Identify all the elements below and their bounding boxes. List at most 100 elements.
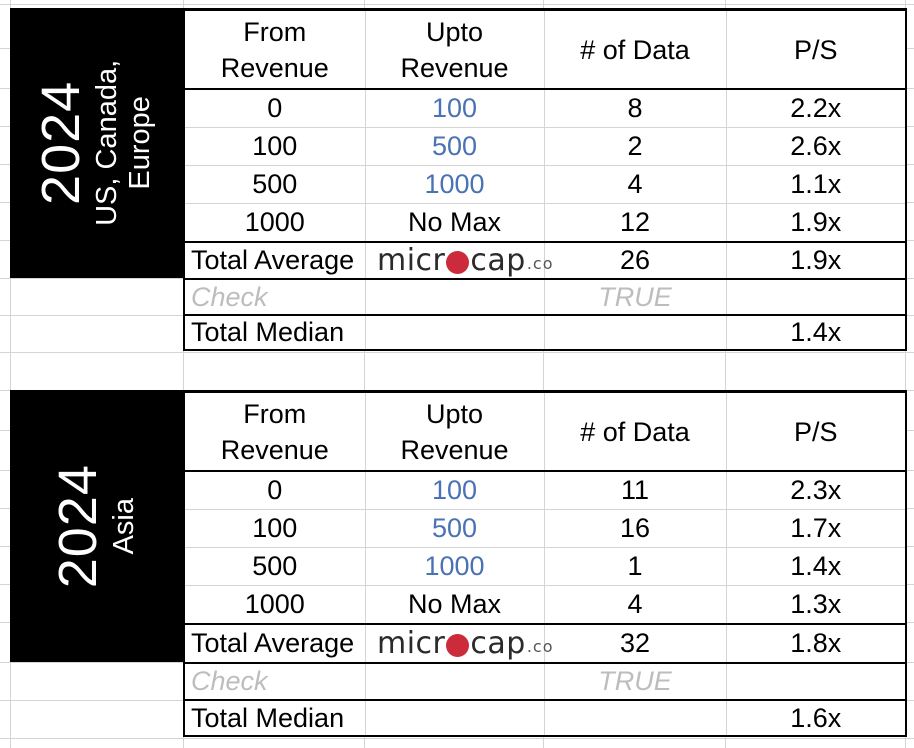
total-median-ps: 1.6x — [725, 700, 906, 736]
col-header-from-revenue: From Revenue — [184, 391, 365, 472]
cell-count: 1 — [543, 547, 726, 586]
total-median-row: Total Median 1.4x — [184, 315, 906, 350]
col-header-ps: P/S — [725, 9, 906, 90]
cell-empty — [725, 663, 906, 701]
section-header-us-canada-europe: 2024 US, Canada, Europe — [10, 8, 183, 278]
total-average-count: 32 — [543, 624, 726, 664]
table-row: 500 1000 4 1.1x — [184, 165, 906, 204]
cell-from: 100 — [184, 127, 365, 166]
cell-count: 8 — [543, 89, 726, 128]
cell-count: 4 — [543, 165, 726, 204]
cell-empty — [364, 242, 544, 280]
cell-upto-link[interactable]: 500 — [364, 127, 544, 166]
check-label: Check — [184, 663, 365, 701]
microcap-logo: micr cap .co — [377, 240, 553, 280]
cell-count: 2 — [543, 127, 726, 166]
total-median-label: Total Median — [191, 702, 345, 733]
col-header-num-data: # of Data — [543, 391, 726, 472]
ps-table: From Revenue Upto Revenue # of Data P/S … — [183, 390, 907, 737]
section-header-asia: 2024 Asia — [10, 390, 183, 662]
logo-text-prefix: micr — [377, 242, 446, 278]
rotated-label: 2024 Asia — [48, 463, 141, 589]
table-asia: From Revenue Upto Revenue # of Data P/S … — [183, 390, 907, 737]
cell-upto-link[interactable]: 1000 — [364, 547, 544, 586]
cell-empty — [364, 700, 544, 736]
table-row: 0 100 8 2.2x — [184, 89, 906, 128]
cell-upto-link[interactable]: 100 — [364, 89, 544, 128]
table-header-row: From Revenue Upto Revenue # of Data P/S — [184, 391, 906, 472]
table-row: 1000 No Max 12 1.9x — [184, 203, 906, 243]
region-label: Asia — [108, 497, 141, 555]
cell-empty — [364, 279, 544, 316]
cell-empty — [543, 700, 726, 736]
cell-ps: 1.9x — [725, 203, 906, 243]
col-header-upto-revenue: Upto Revenue — [364, 391, 544, 472]
cell-count: 16 — [543, 509, 726, 548]
table-row: 0 100 11 2.3x — [184, 471, 906, 510]
ps-table: From Revenue Upto Revenue # of Data P/S … — [183, 8, 907, 351]
check-value: TRUE — [543, 663, 726, 701]
col-header-ps: P/S — [725, 391, 906, 472]
year-label: 2024 — [31, 80, 92, 206]
region-label: US, Canada, Europe — [91, 59, 158, 227]
cell-upto-link[interactable]: 1000 — [364, 165, 544, 204]
cell-count: 12 — [543, 203, 726, 243]
table-row: 500 1000 1 1.4x — [184, 547, 906, 586]
cell-from: 100 — [184, 509, 365, 548]
col-header-from-revenue: From Revenue — [184, 9, 365, 90]
cell-from: 1000 — [184, 585, 365, 625]
total-average-row: Total Average 26 1.9x — [184, 242, 906, 280]
table-us-canada-europe: From Revenue Upto Revenue # of Data P/S … — [183, 8, 907, 351]
cell-ps: 2.3x — [725, 471, 906, 510]
table-row: 100 500 16 1.7x — [184, 509, 906, 548]
cell-upto-link[interactable]: 100 — [364, 471, 544, 510]
table-header-row: From Revenue Upto Revenue # of Data P/S — [184, 9, 906, 90]
logo-text-rest: cap — [470, 242, 526, 278]
cell-upto-link[interactable]: 500 — [364, 509, 544, 548]
check-value: TRUE — [543, 279, 726, 316]
table-row: 100 500 2 2.6x — [184, 127, 906, 166]
col-header-upto-revenue: Upto Revenue — [364, 9, 544, 90]
cell-count: 11 — [543, 471, 726, 510]
cell-from: 500 — [184, 165, 365, 204]
cell-from: 0 — [184, 89, 365, 128]
total-average-count: 26 — [543, 242, 726, 280]
cell-ps: 1.7x — [725, 509, 906, 548]
rotated-label: 2024 US, Canada, Europe — [31, 59, 159, 227]
logo-text-rest: cap — [470, 625, 526, 661]
total-average-ps: 1.9x — [725, 242, 906, 280]
cell-empty — [364, 315, 544, 350]
total-median-ps: 1.4x — [725, 315, 906, 350]
logo-domain: .co — [526, 636, 554, 656]
year-label: 2024 — [48, 463, 109, 589]
total-average-row: Total Average 32 1.8x — [184, 624, 906, 664]
logo-red-dot-icon — [446, 250, 470, 274]
total-average-ps: 1.8x — [725, 624, 906, 664]
cell-empty — [543, 315, 726, 350]
cell-empty — [364, 663, 544, 701]
total-average-label: Total Average — [184, 624, 365, 664]
col-header-num-data: # of Data — [543, 9, 726, 90]
cell-count: 4 — [543, 585, 726, 625]
check-row: Check TRUE — [184, 663, 906, 701]
total-average-label: Total Average — [184, 242, 365, 280]
logo-domain: .co — [526, 253, 554, 273]
cell-upto: No Max — [364, 203, 544, 243]
cell-ps: 1.3x — [725, 585, 906, 625]
cell-ps: 2.2x — [725, 89, 906, 128]
check-label: Check — [184, 279, 365, 316]
cell-from: 500 — [184, 547, 365, 586]
check-row: Check TRUE — [184, 279, 906, 316]
total-median-row: Total Median 1.6x — [184, 700, 906, 736]
cell-from: 1000 — [184, 203, 365, 243]
cell-upto: No Max — [364, 585, 544, 625]
table-row: 1000 No Max 4 1.3x — [184, 585, 906, 625]
logo-text-prefix: micr — [377, 625, 446, 661]
cell-ps: 1.4x — [725, 547, 906, 586]
microcap-logo: micr cap .co — [377, 623, 553, 663]
logo-red-dot-icon — [446, 633, 470, 657]
cell-from: 0 — [184, 471, 365, 510]
cell-ps: 1.1x — [725, 165, 906, 204]
cell-empty — [725, 279, 906, 316]
